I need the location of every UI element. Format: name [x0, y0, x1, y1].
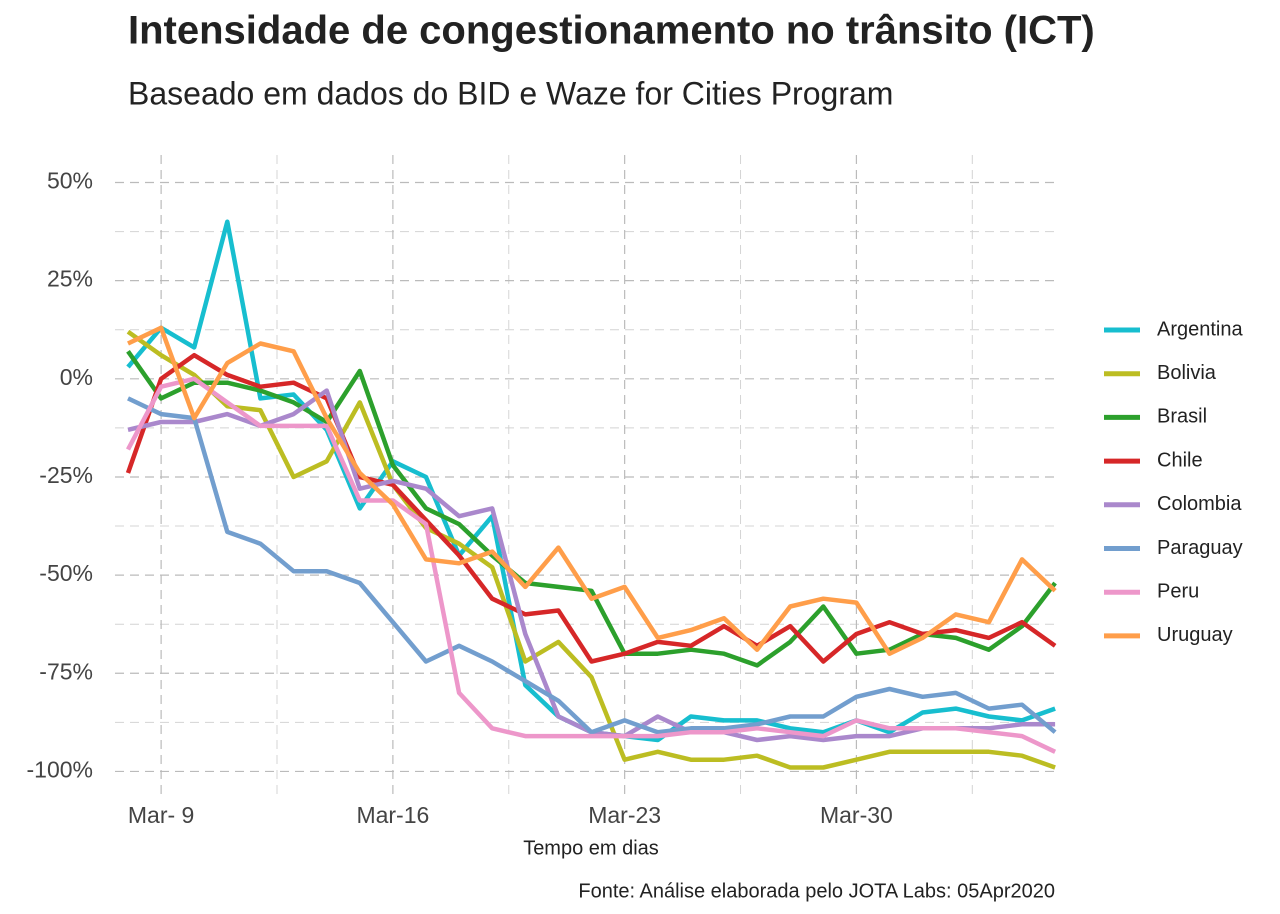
series-line [126, 329, 1056, 770]
legend-label: Peru [1157, 580, 1199, 602]
chart-subtitle: Baseado em dados do BID e Waze for Citie… [128, 75, 893, 111]
y-tick-label: -25% [39, 462, 93, 488]
x-tick-label: Mar-23 [588, 802, 661, 828]
legend-label: Bolivia [1157, 362, 1217, 384]
legend-label: Chile [1157, 449, 1203, 471]
legend-label: Paraguay [1157, 537, 1243, 559]
series-line [125, 352, 1057, 664]
y-tick-label: 50% [47, 168, 93, 194]
caption: Fonte: Análise elaborada pelo JOTA Labs:… [578, 880, 1055, 902]
series-line [127, 396, 1057, 735]
y-tick-label: 25% [47, 266, 93, 292]
legend-label: Colombia [1157, 493, 1242, 515]
legend-label: Brasil [1157, 406, 1207, 428]
y-tick-label: -75% [39, 658, 93, 684]
series-line [127, 325, 1057, 656]
legend-label: Argentina [1157, 318, 1243, 340]
x-tick-label: Mar-16 [356, 802, 429, 828]
series-line [127, 388, 1056, 743]
x-axis-label: Tempo em dias [523, 837, 659, 859]
series-line [126, 350, 1057, 668]
y-tick-label: -100% [27, 757, 93, 783]
chart-title: Intensidade de congestionamento no trâns… [128, 9, 1095, 53]
x-tick-label: Mar- 9 [128, 802, 194, 828]
series-line [126, 376, 1057, 754]
y-tick-label: 0% [60, 364, 93, 390]
x-tick-label: Mar-30 [820, 802, 893, 828]
legend-label: Uruguay [1157, 624, 1233, 646]
y-tick-label: -50% [39, 560, 93, 586]
